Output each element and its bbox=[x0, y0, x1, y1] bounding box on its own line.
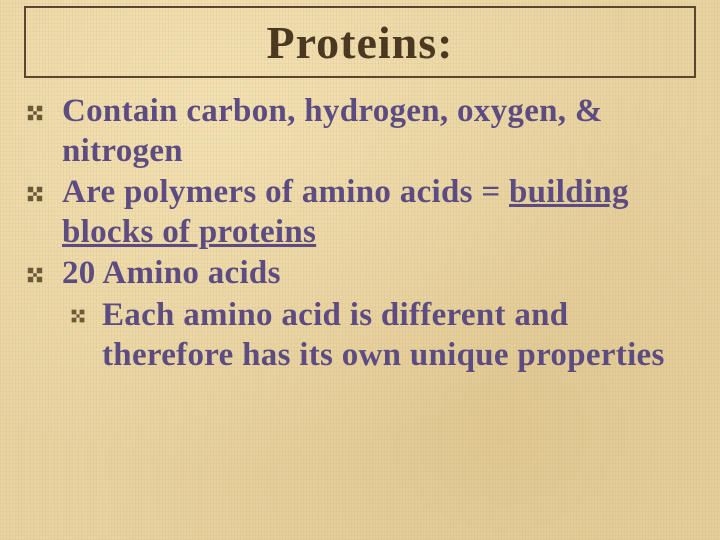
bullet-text-prefix: Are polymers of amino acids = bbox=[62, 174, 509, 210]
bullet-text: Contain carbon, hydrogen, oxygen, & nitr… bbox=[62, 92, 700, 171]
woven-square-icon bbox=[26, 266, 44, 284]
content-area: Contain carbon, hydrogen, oxygen, & nitr… bbox=[20, 92, 700, 375]
woven-square-icon bbox=[26, 104, 44, 122]
woven-square-icon bbox=[70, 308, 86, 324]
woven-square-icon bbox=[26, 185, 44, 203]
slide-title: Proteins: bbox=[266, 16, 453, 69]
title-container: Proteins: bbox=[24, 6, 696, 78]
list-item: Are polymers of amino acids = building b… bbox=[20, 173, 700, 252]
sub-list-item: Each amino acid is different and therefo… bbox=[64, 296, 700, 375]
list-item: Contain carbon, hydrogen, oxygen, & nitr… bbox=[20, 92, 700, 171]
sub-bullet-text: Each amino acid is different and therefo… bbox=[102, 296, 700, 375]
list-item: 20 Amino acids bbox=[20, 254, 700, 294]
bullet-text: 20 Amino acids bbox=[62, 254, 281, 294]
bullet-text: Are polymers of amino acids = building b… bbox=[62, 173, 700, 252]
